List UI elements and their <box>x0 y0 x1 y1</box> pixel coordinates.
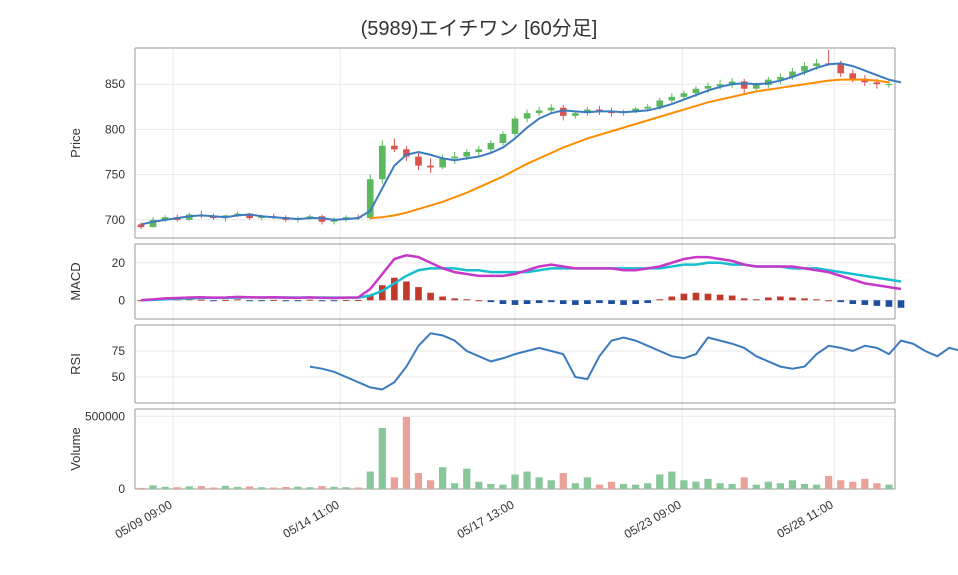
svg-text:05/17 13:00: 05/17 13:00 <box>455 497 517 541</box>
svg-text:05/09 09:00: 05/09 09:00 <box>113 497 175 541</box>
svg-text:Volume: Volume <box>68 427 83 470</box>
svg-text:20: 20 <box>112 256 126 270</box>
svg-text:05/14 11:00: 05/14 11:00 <box>281 497 342 541</box>
chart-svg: 05/09 09:00 05/14 11:00 05/17 13:00 05/23 0… <box>0 0 958 575</box>
svg-text:850: 850 <box>105 77 125 91</box>
svg-text:800: 800 <box>105 122 125 136</box>
svg-text:MACD: MACD <box>68 262 83 300</box>
svg-text:50: 50 <box>112 370 126 384</box>
svg-text:Price: Price <box>68 128 83 158</box>
svg-text:RSI: RSI <box>68 353 83 375</box>
svg-text:75: 75 <box>112 344 126 358</box>
svg-text:05/28 11:00: 05/28 11:00 <box>775 497 836 541</box>
svg-text:700: 700 <box>105 213 125 227</box>
svg-text:05/23 09:00: 05/23 09:00 <box>622 497 684 541</box>
svg-text:750: 750 <box>105 168 125 182</box>
svg-text:0: 0 <box>118 482 125 496</box>
svg-text:500000: 500000 <box>85 409 125 423</box>
stock-chart-container: (5989)エイチワン [60分足] 05/09 09:0005/14 11:0… <box>0 0 958 575</box>
svg-text:0: 0 <box>118 293 125 307</box>
